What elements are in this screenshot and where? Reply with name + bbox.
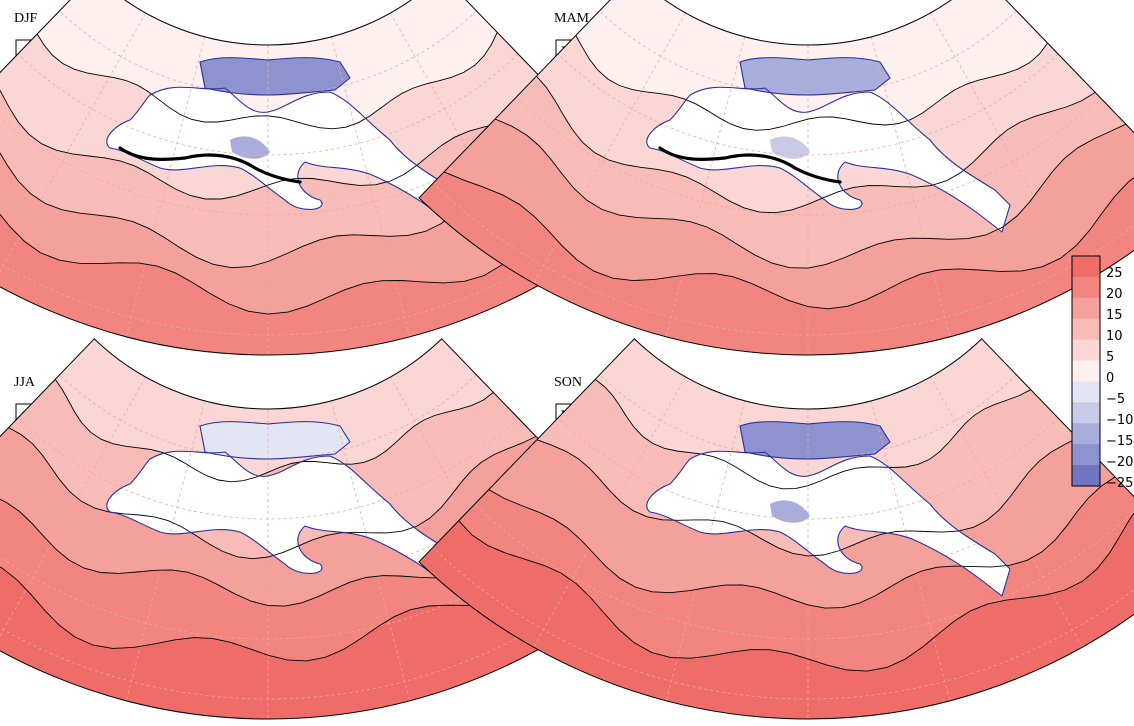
colorbar-label: 0 [1106, 371, 1114, 386]
colorbar-label: 10 [1106, 329, 1123, 344]
colorbar-label: −25 [1106, 476, 1133, 491]
season-label: JJA [14, 375, 36, 390]
colorbar-swatch [1072, 297, 1100, 320]
colorbar-frame [1071, 255, 1101, 487]
polar-anomaly [200, 421, 350, 459]
coastline [646, 450, 1011, 597]
season-label: DJF [14, 11, 38, 26]
colorbar-swatch [1072, 318, 1100, 341]
colorbar-label: −20 [1106, 455, 1133, 470]
map [418, 338, 1134, 720]
land [106, 87, 471, 232]
land [646, 451, 1010, 596]
colorbar-label: 5 [1106, 350, 1114, 365]
colorbar-label: −10 [1106, 413, 1133, 428]
colorbar-label: 15 [1106, 308, 1123, 323]
season-label: MAM [554, 11, 590, 26]
map-boundary [0, 338, 658, 720]
zero-contour [658, 146, 842, 184]
colorbar-swatch [1072, 360, 1100, 382]
colorbar-swatch [1072, 381, 1100, 403]
colorbar-swatch [1072, 402, 1100, 424]
zero-contour [118, 146, 302, 184]
coastline [106, 450, 471, 597]
polar-anomaly [740, 421, 890, 459]
colorbar-swatch [1072, 465, 1100, 487]
colorbar-swatch [1072, 276, 1100, 299]
polar-anomaly [740, 57, 890, 95]
colorbar-swatches [1072, 256, 1100, 487]
colorbar-swatch [1072, 444, 1100, 466]
field [418, 338, 1134, 720]
colorbar-label: 20 [1106, 287, 1123, 302]
land [106, 451, 471, 596]
colorbar-labels: 25 20 15 10 5 0 −5 −10 −15 −20 −25 [1106, 266, 1133, 491]
map-boundary [0, 0, 658, 356]
land [646, 87, 1010, 232]
polar-anomaly [200, 57, 350, 95]
panel-son: SON D [418, 338, 1134, 720]
colorbar-swatch [1072, 256, 1100, 278]
season-label: SON [554, 375, 582, 390]
map-boundary [418, 0, 1134, 356]
colorbar-swatch [1072, 423, 1100, 445]
colorbar-label: −15 [1106, 434, 1133, 449]
colorbar-swatch [1072, 339, 1100, 362]
colorbar: 25 20 15 10 5 0 −5 −10 −15 −20 −25 [1071, 255, 1133, 491]
colorbar-label: −5 [1106, 392, 1125, 407]
colorbar-label: 25 [1106, 266, 1123, 281]
map-boundary [418, 338, 1134, 720]
